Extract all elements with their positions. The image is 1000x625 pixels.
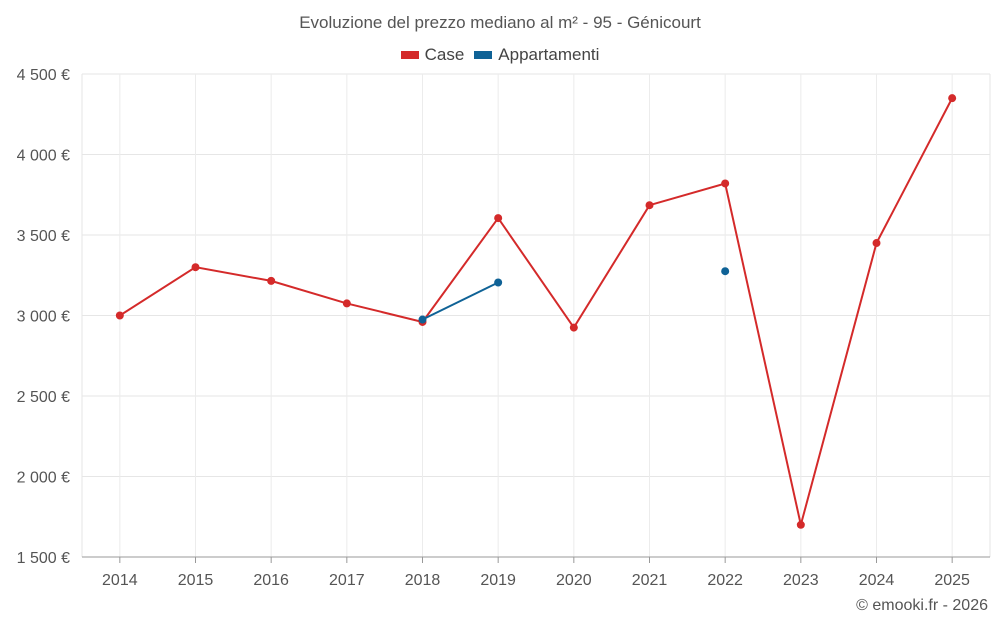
x-tick-label: 2022 bbox=[707, 572, 743, 589]
data-point-case-2024 bbox=[872, 239, 881, 248]
series-line-appartamenti bbox=[422, 281, 499, 321]
data-point-case-2017 bbox=[342, 299, 351, 308]
x-tick-label: 2017 bbox=[329, 572, 365, 589]
legend-item-case[interactable]: Case bbox=[400, 45, 465, 65]
data-point-case-2014 bbox=[115, 311, 124, 320]
data-point-appartamenti-2018 bbox=[418, 315, 427, 324]
y-tick-label: 1 500 € bbox=[17, 550, 70, 567]
y-tick-label: 4 000 € bbox=[17, 148, 70, 165]
x-tick-label: 2023 bbox=[783, 572, 819, 589]
legend-label-appartamenti: Appartamenti bbox=[498, 45, 600, 64]
y-tick-label: 2 000 € bbox=[17, 470, 70, 487]
data-point-appartamenti-2022 bbox=[721, 267, 730, 276]
chart-legend: Case Appartamenti bbox=[0, 45, 1000, 65]
x-tick-label: 2020 bbox=[556, 572, 592, 589]
y-tick-label: 3 000 € bbox=[17, 309, 70, 326]
chart-title: Evoluzione del prezzo mediano al m² - 95… bbox=[299, 13, 701, 32]
y-tick-label: 3 500 € bbox=[17, 228, 70, 245]
data-point-appartamenti-2019 bbox=[494, 278, 503, 287]
x-tick-label: 2016 bbox=[253, 572, 289, 589]
legend-swatch-appartamenti bbox=[474, 51, 493, 59]
x-tick-label: 2018 bbox=[405, 572, 441, 589]
data-point-case-2021 bbox=[645, 201, 654, 210]
x-tick-label: 2019 bbox=[480, 572, 516, 589]
data-point-case-2020 bbox=[569, 323, 578, 332]
y-tick-label: 4 500 € bbox=[17, 67, 70, 84]
legend-label-case: Case bbox=[424, 45, 465, 64]
x-tick-label: 2024 bbox=[859, 572, 895, 589]
legend-item-appartamenti[interactable]: Appartamenti bbox=[474, 45, 599, 65]
data-point-case-2016 bbox=[267, 276, 276, 285]
credit-text: © emooki.fr - 2026 bbox=[856, 597, 988, 614]
data-point-case-2022 bbox=[721, 179, 730, 188]
x-tick-label: 2021 bbox=[632, 572, 668, 589]
series-line-case bbox=[119, 97, 954, 526]
y-tick-label: 2 500 € bbox=[17, 389, 70, 406]
data-point-case-2019 bbox=[494, 214, 503, 223]
data-point-case-2023 bbox=[796, 520, 805, 529]
data-point-case-2015 bbox=[191, 263, 200, 272]
data-point-case-2025 bbox=[948, 94, 957, 103]
x-tick-label: 2025 bbox=[934, 572, 970, 589]
x-tick-label: 2014 bbox=[102, 572, 138, 589]
x-tick-label: 2015 bbox=[178, 572, 214, 589]
legend-swatch-case bbox=[400, 51, 419, 59]
